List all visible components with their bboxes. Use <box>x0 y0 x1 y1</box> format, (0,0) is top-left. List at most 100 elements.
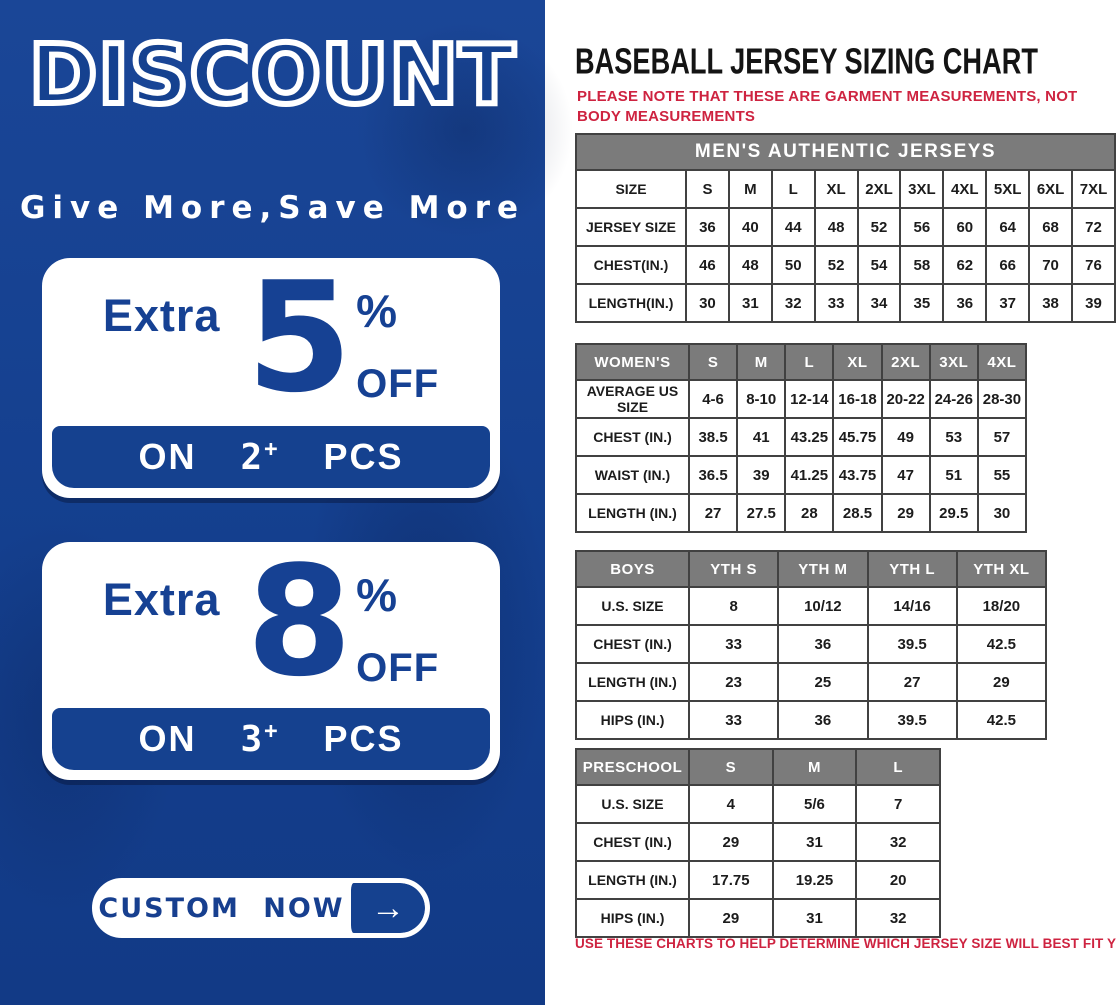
size-value: 33 <box>687 700 780 740</box>
size-value: 20-22 <box>880 379 931 419</box>
row-label: HIPS (IN.) <box>575 700 690 740</box>
size-value: 31 <box>771 898 858 938</box>
size-column-header: M <box>771 748 858 786</box>
size-value: 16-18 <box>832 379 883 419</box>
size-value: 20 <box>855 860 941 900</box>
size-value: 72 <box>1071 207 1116 247</box>
size-value: 27.5 <box>736 493 787 533</box>
row-label: JERSEY SIZE <box>575 207 687 247</box>
size-value: 58 <box>899 245 945 285</box>
size-value: 48 <box>727 245 773 285</box>
size-value: 46 <box>685 245 730 285</box>
preschool-sizing-table: PRESCHOOL S M L U.S. SIZE 4 5/6 7 CHEST (IN.) 29 3… <box>575 748 941 938</box>
offer-percent-number: 8 <box>246 533 353 710</box>
size-value: 76 <box>1071 245 1116 285</box>
arrow-glyph: → <box>371 888 405 927</box>
size-column-header: YTH L <box>866 550 958 588</box>
size-value: 18/20 <box>955 586 1048 626</box>
percent-sign: % <box>356 569 398 621</box>
pcs-label: PCS <box>323 718 404 759</box>
size-column-header: 3XL <box>928 343 979 381</box>
size-value: 8-10 <box>736 379 787 419</box>
size-value: 36 <box>777 700 869 740</box>
size-value: L <box>770 169 816 209</box>
custom-now-label: CUSTOM NOW <box>97 883 346 933</box>
custom-now-button[interactable]: CUSTOM NOW → <box>92 878 430 938</box>
size-value: 32 <box>855 822 941 862</box>
row-label: WAIST (IN.) <box>575 455 690 495</box>
size-value: 44 <box>770 207 816 247</box>
offer-condition-bar: ON 3+ PCS <box>52 708 490 770</box>
offer-prefix: Extra <box>102 290 221 341</box>
fit-advice-note: USE THESE CHARTS TO HELP DETERMINE WHICH… <box>575 936 1116 951</box>
size-value: 5/6 <box>771 784 858 824</box>
size-value: S <box>685 169 730 209</box>
row-label: CHEST(IN.) <box>575 245 687 285</box>
size-value: 3XL <box>899 169 945 209</box>
size-value: 29 <box>955 662 1048 702</box>
boys-sizing-table: BOYS YTH S YTH M YTH L YTH XL U.S. SIZE 8 10/12… <box>575 550 1048 740</box>
size-value: 14/16 <box>866 586 958 626</box>
size-value: 31 <box>727 283 773 323</box>
size-value: 23 <box>687 662 780 702</box>
size-value: 29 <box>880 493 931 533</box>
size-value: 35 <box>899 283 945 323</box>
size-value: 57 <box>976 417 1028 457</box>
offer-percent-number: 5 <box>246 249 353 426</box>
size-value: 55 <box>976 455 1028 495</box>
offer-prefix: Extra <box>102 574 221 625</box>
size-value: 36.5 <box>687 455 739 495</box>
size-value: M <box>727 169 773 209</box>
size-column-header: YTH S <box>687 550 780 588</box>
table-title-cell: PRESCHOOL <box>575 748 690 786</box>
size-column-header: M <box>736 343 787 381</box>
size-value: 30 <box>685 283 730 323</box>
size-value: 42.5 <box>955 624 1048 664</box>
size-value: 40 <box>727 207 773 247</box>
size-value: 64 <box>985 207 1031 247</box>
size-value: 30 <box>976 493 1028 533</box>
percent-sign: % <box>356 285 398 337</box>
size-value: 10/12 <box>777 586 869 626</box>
row-label: LENGTH(IN.) <box>575 283 687 323</box>
off-label: OFF <box>356 362 440 406</box>
size-value: 50 <box>770 245 816 285</box>
size-value: 39.5 <box>866 624 958 664</box>
size-value: 39.5 <box>866 700 958 740</box>
size-value: 52 <box>813 245 859 285</box>
row-label: LENGTH (IN.) <box>575 493 690 533</box>
womens-sizing-table: WOMEN'S S M L XL 2XL 3XL 4XL AVERAGE US SIZE 4-6 8… <box>575 343 1028 533</box>
size-column-header: L <box>855 748 941 786</box>
size-column-header: 2XL <box>880 343 931 381</box>
sizing-chart-title: BASEBALL JERSEY SIZING CHART <box>575 42 1038 82</box>
size-value: 37 <box>985 283 1031 323</box>
on-label: ON <box>138 436 197 477</box>
size-value: 28 <box>784 493 835 533</box>
size-column-header: L <box>784 343 835 381</box>
quantity-threshold: 3+ <box>240 718 280 760</box>
size-value: 29 <box>688 898 774 938</box>
offer-condition-bar: ON 2+ PCS <box>52 426 490 488</box>
size-value: 51 <box>928 455 979 495</box>
size-value: 29.5 <box>928 493 979 533</box>
size-value: 36 <box>685 207 730 247</box>
size-value: 49 <box>880 417 931 457</box>
size-value: 34 <box>856 283 902 323</box>
size-value: 43.25 <box>784 417 835 457</box>
offer-card-8-percent: Extra 8 % OFF ON 3+ PCS <box>42 542 500 780</box>
row-label: LENGTH (IN.) <box>575 860 690 900</box>
size-value: 54 <box>856 245 902 285</box>
size-value: 39 <box>736 455 787 495</box>
size-value: 24-26 <box>928 379 979 419</box>
size-value: 48 <box>813 207 859 247</box>
size-value: 42.5 <box>955 700 1048 740</box>
size-value: 25 <box>777 662 869 702</box>
quantity-threshold: 2+ <box>240 436 280 478</box>
discount-promo-panel: DISCOUNT Give More,Save More Extra 5 % O… <box>0 0 580 1005</box>
row-label: U.S. SIZE <box>575 586 690 626</box>
row-label: HIPS (IN.) <box>575 898 690 938</box>
size-value: 32 <box>855 898 941 938</box>
size-value: 38.5 <box>687 417 739 457</box>
row-label: U.S. SIZE <box>575 784 690 824</box>
row-label: CHEST (IN.) <box>575 822 690 862</box>
